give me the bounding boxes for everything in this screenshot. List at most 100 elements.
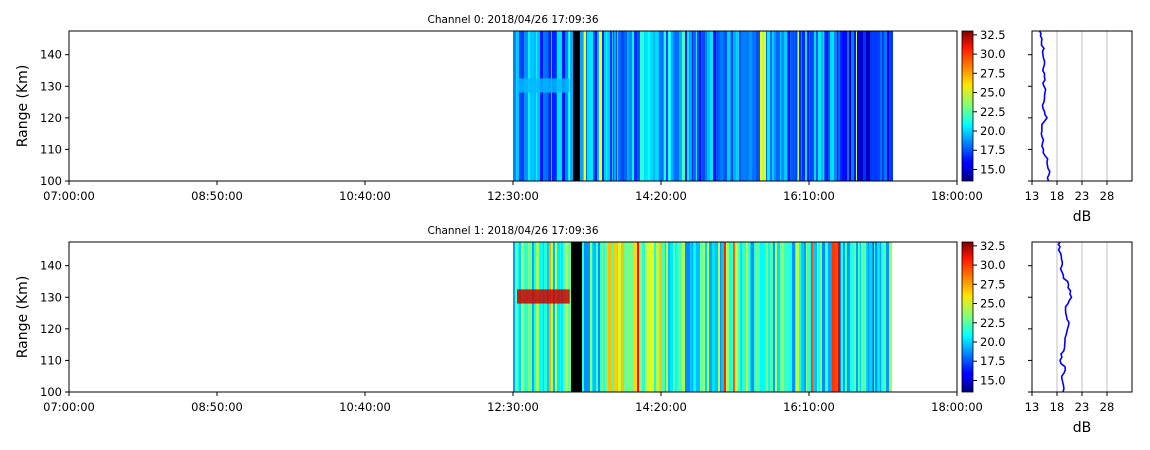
heatmap-column [624,242,627,392]
heatmap-column [838,31,840,181]
heatmap-column [697,31,698,181]
heatmap-column [758,31,760,181]
heatmap-column [760,242,763,392]
heatmap-column [790,31,791,181]
heatmap-column [594,242,596,392]
heatmap-column [762,31,764,181]
heatmap-column [671,31,673,181]
heatmap-column [590,242,591,392]
heatmap-column [792,242,795,392]
heatmap-column [886,242,889,392]
y-tick-label: 100 [40,385,62,399]
heatmap-column [571,242,573,392]
heatmap-column [690,31,692,181]
heatmap-column [741,31,743,181]
heatmap-column [872,242,873,392]
heatmap-column [733,31,736,181]
heatmap-column [856,31,857,181]
colorbar-tick-label: 17.5 [980,143,1006,157]
y-tick-label: 140 [40,259,62,273]
heatmap-column [868,242,869,392]
heatmap-column [843,242,845,392]
heatmap-column [821,31,823,181]
heatmap-column [799,31,801,181]
heatmap-column [553,242,555,392]
heatmap-column [818,31,821,181]
heatmap-column [774,31,776,181]
heatmap-column [593,242,594,392]
heatmap-column [701,31,702,181]
heatmap-column [548,242,549,392]
heatmap-column [561,242,563,392]
heatmap-column [551,31,552,181]
heatmap-column [755,31,756,181]
profile-x-tick-label: 23 [1075,400,1090,414]
x-axis: 07:00:00 08:50:00 10:40:00 12:30:00 14:20:00… [43,181,983,203]
heatmap-column [816,31,818,181]
heatmap-column [798,31,799,181]
heatmap-column [881,242,883,392]
heatmap-column [580,31,583,181]
heatmap-column [617,31,618,181]
heatmap-column [610,31,612,181]
heatmap-column [869,31,870,181]
heatmap-column [850,242,853,392]
heatmap-column [650,31,653,181]
heatmap-column [579,242,582,392]
heatmap-column [776,31,779,181]
heatmap-column [659,242,660,392]
heatmap-column [780,242,781,392]
heatmap-column [607,31,610,181]
heatmap-column [727,242,729,392]
heatmap-column [660,242,662,392]
heatmap-column [802,31,805,181]
heatmap-column [756,242,757,392]
heatmap-column [552,242,553,392]
heatmap-column [644,31,645,181]
heatmap-column [818,242,820,392]
heatmap-column [562,31,565,181]
heatmap-column [749,31,751,181]
heatmap-column [664,31,666,181]
heatmap-column [685,31,687,181]
heatmap-column [583,31,584,181]
echo-layer-band [517,78,570,93]
heatmap-column [861,242,863,392]
heatmap-column [599,31,602,181]
heatmap-column [824,31,825,181]
heatmap-column [851,31,854,181]
heatmap-column [645,242,646,392]
heatmap-column [880,31,882,181]
heatmap-column [791,31,793,181]
heatmap-column [801,242,804,392]
heatmap-column [565,242,568,392]
heatmap-column [627,242,630,392]
heatmap-column [736,31,739,181]
heatmap-column [525,242,528,392]
heatmap-column [577,31,580,181]
heatmap-column [612,31,613,181]
x-tick-label: 16:10:00 [783,400,835,414]
heatmap-column [656,242,657,392]
heatmap-column [528,242,529,392]
db-profile-plot: 13 18 23 28 dB [1025,30,1133,225]
heatmap-column [739,31,741,181]
heatmap-column [863,31,866,181]
heatmap-column [649,242,652,392]
heatmap-column [697,242,700,392]
profile-x-tick-label: 28 [1100,400,1115,414]
heatmap-column [837,31,838,181]
heatmap-column [695,31,696,181]
heatmap-column [825,31,828,181]
heatmap-column [556,31,557,181]
heatmap-column [634,31,637,181]
profile-x-tick-label: 13 [1025,189,1040,203]
heatmap-column [600,242,602,392]
heatmap-column [634,242,637,392]
heatmap-column [604,31,606,181]
heatmap-column [654,242,656,392]
heatmap-column [847,242,850,392]
heatmap-column [772,31,774,181]
heatmap-column [522,31,524,181]
heatmap-column [804,242,806,392]
